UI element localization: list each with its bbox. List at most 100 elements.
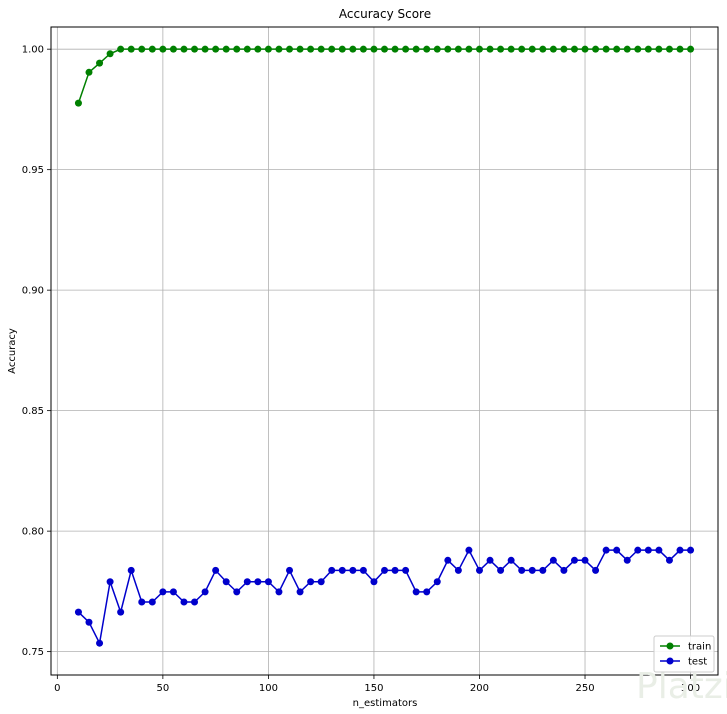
train-point <box>444 45 452 53</box>
test-point <box>233 588 241 596</box>
y-tick-label: 1.00 <box>22 45 44 56</box>
test-point <box>423 588 431 596</box>
series-layer <box>74 45 695 647</box>
legend-test-marker <box>666 657 674 665</box>
train-point <box>475 45 483 53</box>
test-point <box>307 578 315 586</box>
test-point <box>148 598 156 606</box>
train-point <box>560 45 568 53</box>
test-point <box>275 588 283 596</box>
test-point <box>159 588 167 596</box>
test-point <box>592 566 600 574</box>
train-point <box>286 45 294 53</box>
train-point <box>106 50 114 58</box>
test-point <box>497 566 505 574</box>
test-point <box>381 566 388 574</box>
test-point <box>518 566 526 574</box>
train-point <box>222 45 230 53</box>
legend-test-label: test <box>688 657 707 668</box>
x-tick-label: 100 <box>259 683 278 694</box>
y-tick-label: 0.90 <box>22 286 44 297</box>
train-point <box>233 45 241 53</box>
train-point <box>570 45 578 53</box>
train-point <box>507 45 515 53</box>
train-point <box>212 45 220 53</box>
test-point <box>634 546 642 554</box>
y-ticks: 0.75 0.80 0.85 0.90 0.95 1.00 <box>22 45 51 658</box>
test-point <box>581 556 589 564</box>
train-point <box>602 45 610 53</box>
test-point <box>623 556 631 564</box>
train-point <box>370 45 378 53</box>
train-point <box>85 68 93 76</box>
test-point <box>412 588 420 596</box>
train-point <box>402 45 410 53</box>
train-point <box>454 45 462 53</box>
test-point <box>169 588 177 596</box>
test-point <box>286 566 294 574</box>
series-test <box>74 546 695 647</box>
train-point <box>328 45 336 53</box>
test-point <box>201 588 209 596</box>
x-tick-label: 150 <box>364 683 383 694</box>
train-point <box>465 45 473 53</box>
legend-train-label: train <box>688 642 711 653</box>
train-point <box>138 45 146 53</box>
test-point <box>454 566 462 574</box>
series-train <box>74 45 695 107</box>
x-tick-label: 0 <box>54 683 60 694</box>
train-point <box>74 99 82 107</box>
train-point <box>191 45 199 53</box>
plot-area <box>50 26 719 676</box>
test-point <box>644 546 652 554</box>
test-point <box>264 578 272 586</box>
test-point <box>613 546 621 554</box>
train-point <box>254 45 262 53</box>
train-point <box>623 45 631 53</box>
y-axis-label: Accuracy <box>7 328 18 374</box>
train-point <box>423 45 431 53</box>
x-tick-label: 250 <box>575 683 594 694</box>
train-point <box>644 45 652 53</box>
train-point <box>169 45 177 53</box>
test-point <box>370 578 378 586</box>
train-point <box>613 45 621 53</box>
y-tick-label: 0.85 <box>22 406 44 417</box>
test-point <box>687 546 695 554</box>
test-point <box>465 546 473 554</box>
train-point <box>307 45 315 53</box>
x-axis-label: n_estimators <box>353 698 418 709</box>
legend-train-marker <box>666 642 674 650</box>
test-point <box>106 578 114 586</box>
test-point <box>507 556 515 564</box>
test-point <box>444 556 452 564</box>
train-point <box>549 45 557 53</box>
x-ticks: 0 50 100 150 200 250 300 <box>54 675 700 694</box>
x-tick-label: 50 <box>157 683 170 694</box>
grid <box>51 27 718 675</box>
train-point <box>159 45 167 53</box>
test-point <box>528 566 536 574</box>
train-point <box>117 45 125 53</box>
train-point <box>317 45 325 53</box>
test-point <box>96 639 104 647</box>
test-line <box>77 548 691 646</box>
test-point <box>328 566 336 574</box>
train-point <box>634 45 642 53</box>
legend: train test <box>653 635 715 673</box>
test-point <box>222 578 230 586</box>
test-point <box>539 566 547 574</box>
test-point <box>570 556 578 564</box>
test-point <box>665 556 673 564</box>
test-point <box>475 566 483 574</box>
test-point <box>138 598 146 606</box>
train-point <box>581 45 589 53</box>
test-point <box>254 578 262 586</box>
test-point <box>560 566 568 574</box>
train-point <box>497 45 505 53</box>
test-point <box>296 588 304 596</box>
train-point <box>127 45 135 53</box>
test-point <box>655 546 663 554</box>
train-point <box>592 45 600 53</box>
